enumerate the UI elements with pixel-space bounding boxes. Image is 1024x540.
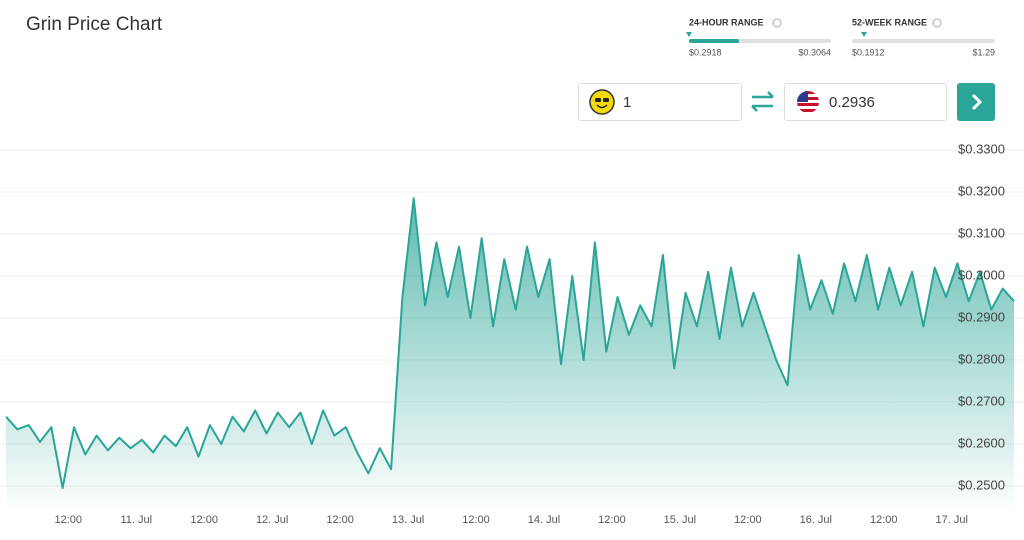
y-tick-label: $0.3300 xyxy=(958,141,1005,156)
y-tick-label: $0.2500 xyxy=(958,477,1005,492)
x-tick-label: 12:00 xyxy=(598,514,626,526)
chevron xyxy=(971,93,983,111)
y-tick-label: $0.2700 xyxy=(958,393,1005,408)
y-tick-label: $0.2800 xyxy=(958,351,1005,366)
x-tick-label: 15. Jul xyxy=(664,514,696,526)
x-tick-label: 12. Jul xyxy=(256,514,288,526)
y-tick-label: $0.3000 xyxy=(958,267,1005,282)
go-button[interactable] xyxy=(957,83,995,121)
y-tick-label: $0.3100 xyxy=(958,225,1005,240)
range-fill xyxy=(689,39,739,43)
to-input[interactable]: 0.2936 xyxy=(784,83,947,121)
x-tick-label: 14. Jul xyxy=(528,514,560,526)
range-marker xyxy=(686,32,692,37)
range-24h: 24-HOUR RANGE $0.2918 $0.3064 xyxy=(686,17,831,57)
x-tick-label: 12:00 xyxy=(870,514,898,526)
x-tick-label: 12:00 xyxy=(190,514,218,526)
range-low: $0.1912 xyxy=(852,47,885,57)
x-tick-label: 13. Jul xyxy=(392,514,424,526)
info-icon xyxy=(772,18,782,28)
info-icon xyxy=(932,18,942,28)
usd-flag xyxy=(797,91,819,113)
x-tick-label: 12:00 xyxy=(55,514,83,526)
plot xyxy=(0,149,1024,506)
range-high: $1.29 xyxy=(972,47,995,57)
range-label: 52-WEEK RANGE xyxy=(852,17,927,27)
chart-title: Grin Price Chart xyxy=(26,14,163,35)
range-label: 24-HOUR RANGE xyxy=(689,17,764,27)
range-track xyxy=(852,39,995,43)
range-high: $0.3064 xyxy=(798,47,831,57)
from-amount: 1 xyxy=(623,94,632,111)
x-tick-label: 12:00 xyxy=(734,514,762,526)
x-tick-label: 16. Jul xyxy=(800,514,832,526)
x-tick-label: 17. Jul xyxy=(935,514,967,526)
x-tick-label: 12:00 xyxy=(326,514,354,526)
x-tick-label: 12:00 xyxy=(462,514,490,526)
y-tick-label: $0.2600 xyxy=(958,435,1005,450)
from-input[interactable]: 1 xyxy=(578,83,742,121)
area xyxy=(6,198,1014,506)
y-tick-label: $0.3200 xyxy=(958,183,1005,198)
line xyxy=(5,197,1015,490)
swap-icon[interactable] xyxy=(751,91,774,112)
range-marker xyxy=(861,32,867,37)
to-amount: 0.2936 xyxy=(829,94,875,111)
y-tick-label: $0.2900 xyxy=(958,309,1005,324)
range-low: $0.2918 xyxy=(689,47,722,57)
x-tick-label: 11. Jul xyxy=(120,514,152,526)
grin-icon xyxy=(589,89,615,115)
range-52w: 52-WEEK RANGE $0.1912 $1.29 xyxy=(852,17,995,57)
